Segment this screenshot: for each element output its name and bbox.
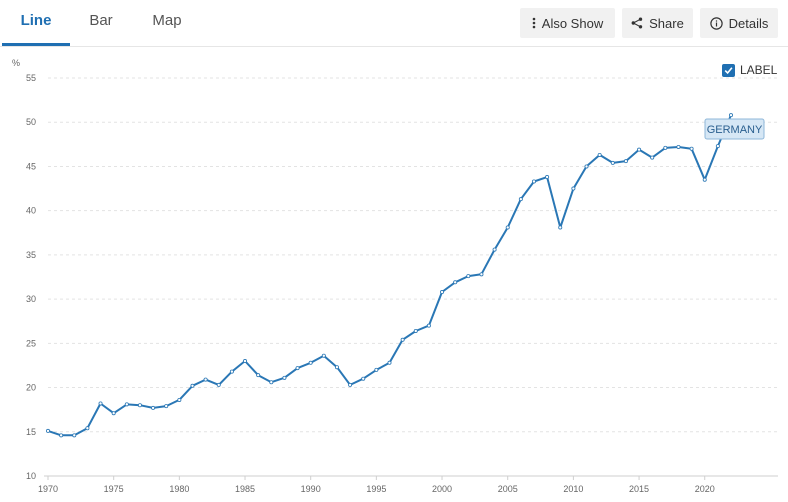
more-vertical-icon [532, 17, 536, 29]
data-point [203, 377, 208, 382]
data-point [190, 383, 195, 388]
x-tick-label: 2005 [498, 484, 518, 494]
data-point [505, 225, 510, 230]
data-point [334, 365, 339, 370]
info-icon [709, 16, 723, 30]
checkmark-icon [724, 66, 733, 74]
data-point [492, 247, 497, 252]
data-point [637, 147, 642, 152]
data-point [413, 328, 418, 333]
y-tick-label: 50 [26, 117, 36, 127]
data-point [453, 280, 458, 285]
tab-map[interactable]: Map [152, 12, 182, 29]
data-point [729, 113, 734, 118]
data-point [518, 197, 523, 202]
label-checkbox[interactable] [722, 63, 735, 77]
y-tick-label: 30 [26, 294, 36, 304]
data-point [387, 360, 392, 365]
x-tick-label: 1995 [366, 484, 386, 494]
label-toggle[interactable]: LABEL [722, 62, 777, 78]
data-point [426, 323, 431, 328]
data-point [164, 404, 169, 409]
also-show-label: Also Show [541, 15, 604, 31]
data-point [98, 401, 103, 406]
data-point [623, 159, 628, 164]
x-tick-label: 2020 [695, 484, 715, 494]
share-label: Share [649, 15, 684, 31]
data-point [295, 366, 300, 371]
y-tick-label: 55 [26, 73, 36, 83]
data-point [59, 433, 64, 438]
data-point [400, 337, 405, 342]
data-point [282, 375, 287, 380]
data-point [610, 160, 615, 165]
x-tick-label: 1980 [169, 484, 189, 494]
data-point [650, 155, 655, 160]
data-point [243, 359, 248, 364]
data-point [85, 426, 90, 431]
chart-type-tabs: Line Bar Map [0, 0, 788, 47]
y-tick-label: 40 [26, 206, 36, 216]
label-toggle-text: LABEL [740, 63, 778, 77]
x-tick-label: 2015 [629, 484, 649, 494]
data-point [571, 186, 576, 191]
data-point [702, 177, 707, 182]
share-icon [631, 17, 643, 29]
data-point [308, 360, 313, 365]
data-point [584, 164, 589, 169]
y-tick-label: 35 [26, 250, 36, 260]
series-label-box [704, 118, 765, 140]
data-point [124, 402, 129, 407]
tab-bar[interactable]: Bar [89, 12, 113, 29]
y-axis-label: % [12, 58, 20, 68]
details-label: Details [728, 15, 769, 31]
y-tick-label: 25 [26, 338, 36, 348]
data-point [597, 152, 602, 157]
also-show-button[interactable]: Also Show [520, 8, 615, 38]
data-point [689, 146, 694, 151]
data-point [46, 428, 51, 433]
data-point [151, 405, 156, 410]
x-tick-label: 1985 [235, 484, 255, 494]
data-point [479, 272, 484, 277]
y-tick-label: 10 [26, 471, 36, 481]
data-point [663, 145, 668, 150]
x-tick-label: 2000 [432, 484, 452, 494]
data-point [269, 380, 274, 385]
x-tick-label: 1990 [301, 484, 321, 494]
data-point [216, 382, 221, 387]
x-tick-label: 2010 [563, 484, 583, 494]
data-point [229, 369, 234, 374]
share-button[interactable]: Share [622, 8, 693, 38]
data-point [177, 397, 182, 402]
data-point [72, 433, 77, 438]
x-tick-label: 1970 [38, 484, 58, 494]
tab-line[interactable]: Line [2, 0, 70, 46]
data-point [256, 373, 261, 378]
data-point [466, 274, 471, 279]
data-point [374, 367, 379, 372]
data-point [348, 382, 353, 387]
y-tick-label: 15 [26, 427, 36, 437]
series-label-germany: GERMANY [704, 118, 765, 140]
details-button[interactable]: Details [700, 8, 778, 38]
series-label-text: GERMANY [707, 124, 763, 136]
data-point [111, 411, 116, 416]
data-point [137, 403, 142, 408]
data-point [676, 144, 681, 149]
data-point [715, 144, 720, 149]
y-tick-label: 20 [26, 383, 36, 393]
y-tick-label: 45 [26, 161, 36, 171]
x-tick-label: 1975 [104, 484, 124, 494]
data-point [545, 175, 550, 180]
data-point [321, 353, 326, 358]
data-point [361, 376, 366, 381]
data-point [558, 225, 563, 230]
data-point [531, 179, 536, 184]
data-point [440, 290, 445, 295]
